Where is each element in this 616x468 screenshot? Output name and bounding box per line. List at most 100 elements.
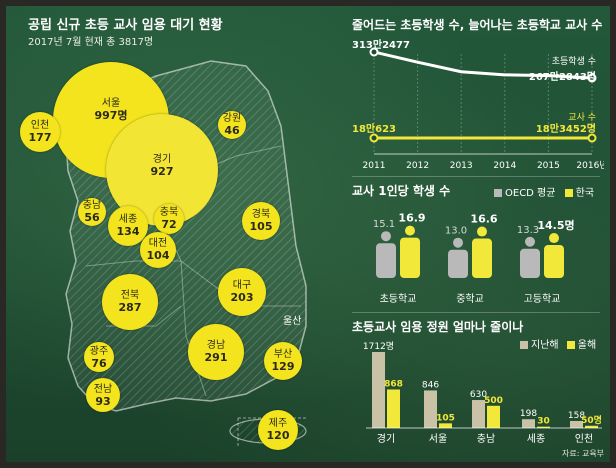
category-label: 고등학교 (524, 293, 561, 305)
bar-thisyear (487, 405, 500, 428)
korea-map (65, 60, 307, 446)
student-start-point (369, 47, 379, 57)
korea-value-label: 16.9 (398, 212, 425, 225)
legend-lastyear: 지난해 (531, 340, 559, 351)
thisyear-value-label: 30 (537, 417, 550, 427)
label-chungbuk: 충북 72 (159, 207, 179, 231)
label-gyeongbuk: 경북 105 (249, 209, 273, 233)
ratio-legend: OECD 평균 한국 (494, 184, 594, 199)
label-gyeongnam: 경남 291 (204, 340, 228, 364)
bubble-daegu (218, 268, 266, 316)
bubble-gyeongnam (188, 324, 244, 380)
person-body (520, 248, 540, 278)
korea-value-label: 14.5명 (537, 218, 574, 232)
label-gangwon: 강원 46 (222, 113, 242, 137)
teacher-series-name: 교사 수 (568, 112, 596, 123)
label-jeonbuk: 전북 287 (118, 290, 142, 314)
bubble-gangwon (218, 111, 246, 139)
person-body (448, 249, 468, 278)
map-title: 공립 신규 초등 교사 임용 대기 현황 (28, 18, 223, 33)
x-tick-label: 2011 (363, 161, 386, 171)
teacher-end-point (587, 133, 597, 143)
label-jeonnam: 전남 93 (93, 384, 113, 408)
person-head (525, 236, 535, 247)
label-incheon: 인천 177 (28, 120, 52, 144)
bubble-sejong (108, 206, 148, 246)
lastyear-value-label: 1712명 (363, 341, 394, 352)
category-label: 인천 (575, 433, 593, 445)
student-series-name: 초등학생 수 (552, 56, 596, 67)
korea-figure (472, 226, 492, 278)
thisyear-value-label: 105 (436, 413, 455, 423)
teacher-end-label: 18만3452명 (536, 122, 596, 135)
student-start-label: 313만2477 (352, 38, 410, 51)
person-head (453, 237, 463, 248)
legend-korea: 한국 (575, 188, 595, 199)
bubble-chungbuk (154, 204, 184, 234)
x-tick-label: 2012 (406, 161, 429, 171)
bar-lastyear (424, 390, 437, 428)
quota-chart-title: 초등교사 임용 정원 얼마나 줄이나 (352, 320, 524, 334)
person-head (405, 225, 415, 236)
bubble-gwangju (84, 342, 114, 372)
legend-oecd: OECD 평균 (505, 188, 556, 199)
korea-figure (400, 225, 420, 278)
bar-thisyear (537, 426, 550, 428)
person-body (544, 245, 564, 278)
bar-thisyear (585, 425, 598, 428)
person-head (549, 233, 559, 244)
label-chungnam: 충남 56 (82, 200, 102, 224)
legend-swatch-lastyear (520, 341, 528, 349)
category-label: 세종 (527, 433, 545, 445)
lastyear-value-label: 846 (422, 380, 439, 390)
thisyear-value-label: 868 (384, 379, 403, 389)
label-busan: 부산 129 (271, 349, 295, 373)
label-ulsan: 울산 (283, 316, 302, 327)
line-chart: 2011 2012 2013 2014 2015 2016년 313만2477 초등학생 수 2… (352, 38, 604, 171)
map-subtitle: 2017년 7월 현재 총 3817명 (28, 37, 154, 48)
category-label: 충남 (477, 433, 495, 445)
teacher-start-point (369, 133, 379, 143)
person-body (472, 238, 492, 278)
x-tick-label: 2016년 (576, 160, 604, 171)
bubble-gyeongbuk (242, 202, 280, 240)
label-daegu: 대구 203 (230, 280, 254, 304)
thisyear-value-label: 50명 (581, 414, 602, 426)
category-label: 초등학교 (380, 293, 417, 305)
person-body (376, 243, 396, 278)
person-body (400, 237, 420, 278)
bar-lastyear (472, 400, 485, 428)
bubble-chungnam (78, 198, 106, 226)
bubble-jeju (258, 410, 298, 450)
label-jeju: 제주 120 (266, 418, 290, 442)
label-daejeon: 대전 104 (146, 238, 170, 262)
oecd-value-label: 15.1 (373, 219, 395, 230)
chalkboard: 공립 신규 초등 교사 임용 대기 현황 2017년 7월 현재 총 3817명 (6, 6, 610, 462)
oecd-value-label: 13.3 (517, 225, 539, 236)
bar-lastyear (372, 352, 385, 428)
category-label: 서울 (429, 433, 447, 445)
category-label: 중학교 (456, 293, 484, 305)
bar-thisyear (439, 423, 452, 428)
lastyear-value-label: 158 (568, 411, 585, 421)
ratio-chart-title: 교사 1인당 학생 수 (352, 184, 451, 198)
divider-2 (352, 312, 600, 313)
lastyear-value-label: 630 (470, 390, 487, 400)
category-label: 경기 (377, 432, 395, 445)
x-tick-label: 2013 (450, 161, 473, 171)
label-sejong: 세종 134 (116, 214, 140, 238)
line-chart-title: 줄어드는 초등학생 수, 늘어나는 초등학교 교사 수 (352, 18, 603, 32)
oecd-value-label: 13.0 (445, 226, 467, 237)
bar-lastyear (522, 419, 535, 428)
x-tick-label: 2015 (537, 161, 560, 171)
bar-thisyear (387, 389, 400, 428)
student-end-point (587, 73, 597, 83)
divider-1 (352, 176, 600, 177)
label-seoul: 서울 997명 (94, 98, 128, 122)
legend-swatch-korea (564, 189, 573, 197)
bar-lastyear (570, 420, 583, 428)
teacher-start-label: 18만623 (352, 122, 396, 135)
person-head (477, 226, 487, 237)
